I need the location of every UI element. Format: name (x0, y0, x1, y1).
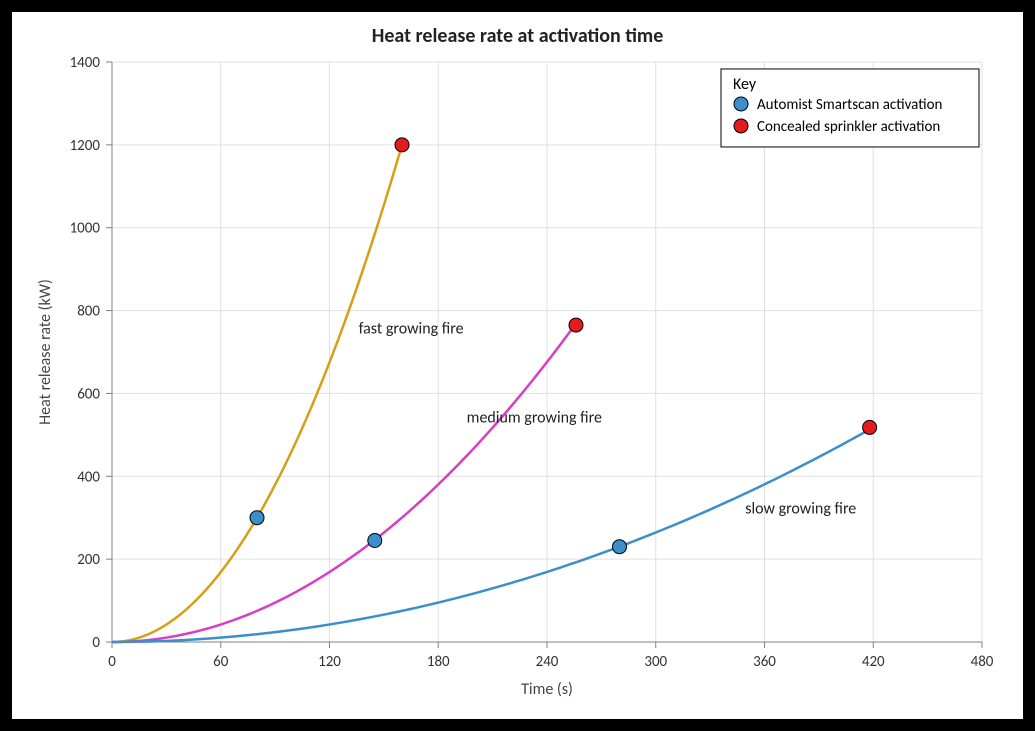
chart-frame: Heat release rate at activation time 0 60 1… (0, 0, 1035, 731)
series-label: slow growing fire (745, 500, 856, 519)
legend-marker (734, 119, 748, 133)
y-tick-label: 1000 (70, 220, 101, 238)
automist-marker (368, 534, 382, 548)
x-axis-title: Time (s) (521, 680, 573, 699)
automist-marker (250, 511, 264, 525)
x-tick-label: 240 (536, 653, 559, 671)
legend-marker (734, 97, 748, 111)
x-tick-label: 360 (753, 653, 776, 671)
concealed-marker (569, 318, 583, 332)
chart-title: Heat release rate at activation time (372, 24, 664, 48)
legend-title: Key (733, 75, 757, 94)
legend-item-label: Automist Smartscan activation (757, 96, 942, 114)
x-tick-label: 300 (644, 653, 667, 671)
y-tick-label: 0 (92, 634, 100, 652)
y-axis-title: Heat release rate (kW) (36, 279, 55, 425)
y-tick-label: 1400 (70, 54, 101, 72)
concealed-marker (395, 138, 409, 152)
legend: KeyAutomist Smartscan activation Conceale… (721, 69, 979, 147)
x-tick-label: 180 (427, 653, 450, 671)
x-tick-label: 120 (318, 653, 341, 671)
x-tick-label: 60 (213, 653, 229, 671)
automist-marker (613, 540, 627, 554)
chart-svg: Heat release rate at activation time 0 60 1… (12, 12, 1023, 719)
concealed-marker (863, 420, 877, 434)
y-tick-label: 400 (77, 468, 100, 486)
series-label: medium growing fire (467, 408, 602, 427)
y-tick-label: 800 (77, 303, 100, 321)
series-label: fast growing fire (359, 319, 464, 338)
y-tick-label: 1200 (70, 137, 101, 155)
y-tick-label: 600 (77, 385, 100, 403)
y-tick-label: 200 (77, 551, 100, 569)
legend-item-label: Concealed sprinkler activation (757, 118, 940, 136)
x-tick-label: 420 (862, 653, 885, 671)
x-tick-label: 0 (108, 653, 116, 671)
x-tick-label: 480 (971, 653, 994, 671)
